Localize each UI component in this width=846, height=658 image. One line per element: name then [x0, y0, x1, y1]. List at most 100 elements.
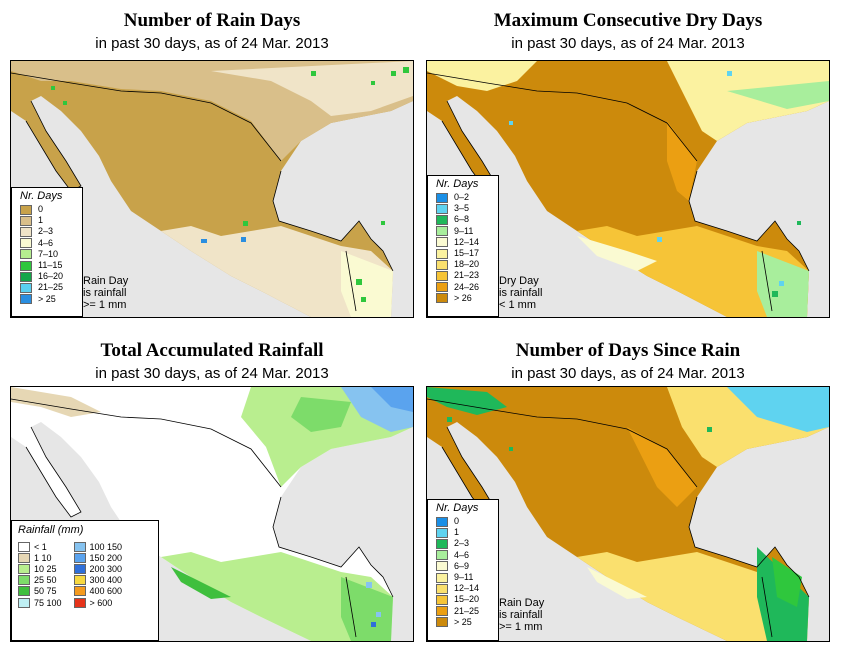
- legend-label: 1: [38, 215, 44, 226]
- rain-day-note: Rain Day is rainfall >= 1 mm: [83, 275, 129, 311]
- map-dry-days: Nr. Days 0–2 3–5 6–8 9–11 12–14 15–17 18–20 21–…: [426, 60, 830, 318]
- legend-swatch: [436, 237, 448, 248]
- legend-label: 9–11: [454, 572, 474, 583]
- legend-label: > 25: [454, 616, 472, 627]
- legend-item: 300 400: [73, 575, 123, 586]
- panel-subtitle: in past 30 days, as of 24 Mar. 2013: [511, 365, 745, 382]
- legend-title: Nr. Days: [436, 178, 479, 190]
- legend-label: 300 400: [89, 575, 123, 586]
- legend-swatch: [20, 294, 32, 305]
- legend-label: 15–20: [454, 594, 480, 605]
- legend-title: Nr. Days: [436, 502, 479, 514]
- legend-item: 3–5: [428, 203, 498, 214]
- panel-rainfall: Total Accumulated Rainfall in past 30 da…: [10, 340, 414, 650]
- panel-title: Total Accumulated Rainfall: [100, 340, 324, 361]
- legend-label: > 25: [38, 293, 56, 304]
- legend-label: 6–8: [454, 214, 470, 225]
- legend-label: < 1: [34, 541, 47, 552]
- legend-swatch: [73, 586, 86, 597]
- legend-item: 9–11: [428, 572, 498, 583]
- legend-label: 18–20: [454, 259, 480, 270]
- legend-swatch: [20, 215, 32, 226]
- legend-item: 0: [12, 204, 82, 215]
- legend-item: 2–3: [428, 538, 498, 549]
- legend-swatch: [20, 260, 32, 271]
- legend-swatch: [436, 226, 448, 237]
- legend-item: 1: [428, 527, 498, 538]
- legend-swatch: [436, 550, 448, 561]
- legend-item: 15–17: [428, 248, 498, 259]
- legend-swatch: [73, 552, 86, 563]
- legend-label: 21–23: [454, 270, 480, 281]
- legend-item: 6–8: [428, 214, 498, 225]
- legend-swatch: [73, 563, 86, 574]
- legend-swatch: [436, 583, 448, 594]
- legend-dry-days: Nr. Days 0–2 3–5 6–8 9–11 12–14 15–17 18–20 21–…: [427, 175, 499, 317]
- legend-label: 100 150: [89, 541, 123, 552]
- legend-rain-days: Nr. Days 0 1 2–3 4–6 7–10 11–15 16–20 21–25 > 25: [11, 187, 83, 317]
- legend-swatch: [436, 248, 448, 259]
- legend-item: > 25: [428, 617, 498, 628]
- legend-item: 0: [428, 516, 498, 527]
- panel-title: Number of Days Since Rain: [515, 340, 741, 361]
- legend-label: 4–6: [38, 237, 54, 248]
- legend-swatch: [20, 249, 32, 260]
- legend-item: 2–3: [12, 226, 82, 237]
- legend-swatch: [436, 561, 448, 572]
- legend-label: 3–5: [454, 203, 470, 214]
- legend-swatch: [436, 214, 448, 225]
- legend-label: 10 25: [34, 563, 57, 574]
- legend-swatch: [436, 617, 448, 628]
- legend-item: > 26: [428, 293, 498, 304]
- legend-label: 1: [454, 527, 460, 538]
- legend-item: 9–11: [428, 226, 498, 237]
- legend-label: 21–25: [454, 605, 480, 616]
- legend-item: 18–20: [428, 259, 498, 270]
- legend-swatch: [20, 282, 32, 293]
- dry-day-note: Dry Day is rainfall < 1 mm: [499, 275, 543, 311]
- legend-swatch: [20, 226, 32, 237]
- legend-swatch: [20, 271, 32, 282]
- legend-item: 21–25: [12, 282, 82, 293]
- legend-swatch: [436, 192, 448, 203]
- legend-item: 6–9: [428, 561, 498, 572]
- legend-label: 7–10: [38, 248, 59, 259]
- legend-swatch: [436, 259, 448, 270]
- legend-swatch: [18, 552, 30, 563]
- legend-label: 150 200: [89, 552, 123, 563]
- legend-label: 200 300: [89, 563, 123, 574]
- panel-rain-days: Number of Rain Days in past 30 days, as …: [10, 10, 414, 320]
- legend-swatch: [18, 541, 30, 552]
- legend-title: Rainfall (mm): [18, 524, 84, 536]
- legend-label: > 600: [89, 597, 113, 608]
- panel-since-rain: Number of Days Since Rain in past 30 day…: [426, 340, 830, 650]
- legend-swatch: [436, 594, 448, 605]
- legend-label: 6–9: [454, 560, 470, 571]
- legend-swatch: [20, 238, 32, 249]
- legend-swatch: [436, 203, 448, 214]
- legend-item: 50 75: [18, 586, 62, 597]
- legend-swatch: [73, 541, 86, 552]
- legend-item: 24–26: [428, 282, 498, 293]
- legend-label: 2–3: [38, 226, 54, 237]
- legend-item: > 25: [12, 294, 82, 305]
- legend-swatch: [436, 270, 448, 281]
- legend-label: 2–3: [454, 538, 470, 549]
- legend-label: 15–17: [454, 248, 480, 259]
- panel-title: Maximum Consecutive Dry Days: [493, 10, 763, 31]
- legend-item: 7–10: [12, 249, 82, 260]
- panel-subtitle: in past 30 days, as of 24 Mar. 2013: [95, 35, 329, 52]
- legend-item: 75 100: [18, 597, 62, 608]
- legend-item: 16–20: [12, 271, 82, 282]
- legend-label: 11–15: [38, 260, 63, 271]
- legend-item: 12–14: [428, 237, 498, 248]
- legend-item: 4–6: [428, 550, 498, 561]
- legend-label: > 26: [454, 292, 472, 303]
- legend-swatch: [436, 293, 448, 304]
- legend-item: < 1: [18, 541, 62, 552]
- legend-swatch: [18, 563, 30, 574]
- legend-swatch: [436, 527, 448, 538]
- legend-label: 50 75: [34, 586, 57, 597]
